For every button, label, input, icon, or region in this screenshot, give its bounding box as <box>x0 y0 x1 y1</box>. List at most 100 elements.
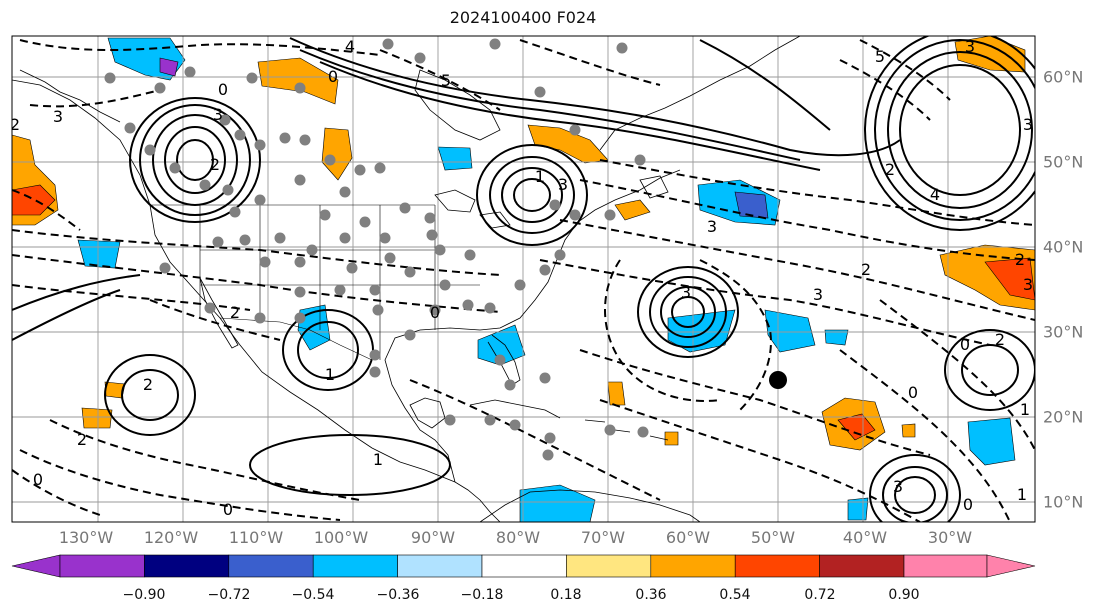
colorbar-tick-label: 0.72 <box>804 587 836 603</box>
contour-label: 0 <box>430 303 440 322</box>
lon-label: 40°W <box>842 528 888 547</box>
colorbar-segment <box>144 554 230 578</box>
lat-label: 30°N <box>1043 322 1084 342</box>
colorbar-segment <box>228 554 314 578</box>
colorbar-tick-label: −0.54 <box>291 587 335 603</box>
colorbar <box>11 554 1036 578</box>
contour-label: 3 <box>1023 275 1033 294</box>
contour-label: 3 <box>707 217 717 236</box>
contour-label: 5 <box>875 47 885 66</box>
colorbar-segment <box>312 554 398 578</box>
station-dots <box>104 38 649 461</box>
contour-label: 3 <box>813 285 823 304</box>
contour-label: 0 <box>963 495 973 514</box>
lon-label: 50°W <box>750 528 796 547</box>
colorbar-segment <box>734 554 820 578</box>
contour-eastern-atlantic <box>944 329 1035 411</box>
contour-label-group: 3 3 5 4 5 2 3 3 1 2 4 2 2 0 0 1 1 2 0 2 … <box>12 37 1033 519</box>
contour-label: 0 <box>908 383 918 402</box>
orange-patch <box>257 57 339 105</box>
orange-patch <box>614 199 651 221</box>
cyan-patch <box>477 324 526 366</box>
lon-label: 70°W <box>580 528 626 547</box>
contour-label: 0 <box>223 500 233 519</box>
map-title: 2024100400 F024 <box>449 8 597 27</box>
orange-patch <box>664 431 679 446</box>
contour-atlantic-low <box>637 266 739 358</box>
contour-label: 0 <box>328 67 338 86</box>
contour-label: 0 <box>33 470 43 489</box>
lon-label: 130°W <box>58 528 114 547</box>
contour-low-east <box>476 144 588 246</box>
greenland-labrador <box>599 36 801 151</box>
dashed-contours <box>12 39 1035 522</box>
lon-label: 100°W <box>313 528 369 547</box>
contour-label: 2 <box>143 375 153 394</box>
colorbar-segment <box>903 554 988 578</box>
contour-pacific-low <box>104 354 196 436</box>
contour-label: 3 <box>1023 115 1033 134</box>
contour-label: 1 <box>325 365 335 384</box>
us-mexico-border <box>219 317 373 361</box>
colorbar-tick-label: −0.90 <box>122 587 166 603</box>
colorbar-tick-label: 0.54 <box>719 587 751 603</box>
blue-patch <box>734 191 769 219</box>
contour-label: 3 <box>893 477 903 496</box>
purple-patch <box>159 57 179 77</box>
contour-low-west <box>139 104 251 216</box>
contour-label: 4 <box>930 185 940 204</box>
colorbar-segment <box>819 554 905 578</box>
hudson-bay <box>414 69 501 141</box>
colorbar-max-arrow <box>986 554 1036 578</box>
cyan-patch <box>967 417 1016 466</box>
contour-label: 2 <box>861 260 871 279</box>
graticule <box>12 36 1035 522</box>
contour-label: 2 <box>77 430 87 449</box>
orange-patch <box>81 407 113 429</box>
colorbar-segment <box>59 554 145 578</box>
cyan-patch <box>667 309 736 353</box>
contour-jet-band <box>289 37 901 157</box>
colorbar-segment <box>397 554 483 578</box>
lat-label: 20°N <box>1043 407 1084 427</box>
red-patch <box>837 413 876 441</box>
contour-label: 2 <box>995 330 1005 349</box>
colorbar-segment <box>650 554 736 578</box>
contour-label: 5 <box>441 71 451 90</box>
lon-label: 90°W <box>410 528 456 547</box>
lat-label: 50°N <box>1043 152 1084 172</box>
lon-label: 120°W <box>143 528 199 547</box>
lat-label: 60°N <box>1043 67 1084 87</box>
contour-label: 4 <box>345 37 355 56</box>
contour-label: 2 <box>885 160 895 179</box>
lon-label: 80°W <box>495 528 541 547</box>
cyan-patch <box>847 497 869 521</box>
contour-label: 3 <box>558 175 568 194</box>
storm-center-marker <box>769 371 787 389</box>
map-frame <box>11 35 1036 523</box>
contour-label: 3 <box>681 283 691 302</box>
colorbar-segment <box>481 554 567 578</box>
colorbar-tick-label: −0.18 <box>460 587 504 603</box>
solid-contours <box>12 36 1035 522</box>
contour-label: 3 <box>53 107 63 126</box>
colorbar-tick-label: −0.72 <box>207 587 251 603</box>
contour-label: 3 <box>965 37 975 56</box>
contour-label: 2 <box>230 303 240 322</box>
lon-label: 30°W <box>927 528 973 547</box>
contour-high-northeast <box>874 39 1035 221</box>
colorbar-tick-label: 0.18 <box>550 587 582 603</box>
contour-label: 0 <box>960 335 970 354</box>
lat-label: 40°N <box>1043 237 1084 257</box>
colorbar-tick-label: 0.90 <box>888 587 920 603</box>
contour-label: 1 <box>373 450 383 469</box>
lon-label: 60°W <box>665 528 711 547</box>
contour-caribbean <box>249 434 451 496</box>
contour-label: 2 <box>210 155 220 174</box>
south-america-north <box>479 489 701 522</box>
contour-label: 3 <box>213 105 223 124</box>
contour-label: 1 <box>1017 485 1027 504</box>
newfoundland <box>639 175 669 199</box>
contour-label: 1 <box>1020 400 1030 419</box>
